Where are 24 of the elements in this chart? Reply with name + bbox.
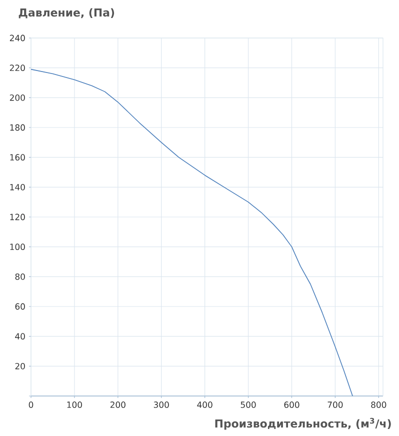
- x-tick-label: 200: [110, 402, 126, 408]
- x-tick-label: 0: [28, 402, 34, 408]
- line-series: [30, 68, 353, 396]
- y-tick-label: 100: [10, 244, 25, 250]
- y-tick-label: 60: [15, 303, 25, 310]
- y-tick-label: 80: [15, 273, 25, 280]
- y-tick-label: 140: [10, 184, 25, 190]
- y-tick-label: 200: [10, 94, 25, 101]
- x-tick-label: 800: [371, 402, 386, 408]
- x-tick-label: 500: [240, 402, 256, 408]
- x-axis-title: Производительность, (м$^{3}$/ч): [215, 418, 391, 430]
- y-tick-label: 40: [15, 333, 25, 340]
- chart-title: Давление, (Па): [18, 8, 114, 18]
- y-tick-label: 20: [15, 362, 25, 370]
- y-tick-label: 120: [10, 214, 25, 220]
- y-tick-label: 240: [10, 34, 25, 42]
- x-tick-label: 300: [154, 402, 169, 408]
- x-tick-label: 700: [328, 402, 343, 408]
- y-tick-label: 220: [10, 64, 25, 72]
- y-tick-label: 160: [10, 154, 25, 161]
- x-tick-label: 100: [67, 402, 82, 408]
- x-tick-label: 400: [197, 402, 212, 408]
- y-tick-label: 180: [10, 124, 25, 131]
- x-tick-label: 600: [284, 402, 300, 408]
